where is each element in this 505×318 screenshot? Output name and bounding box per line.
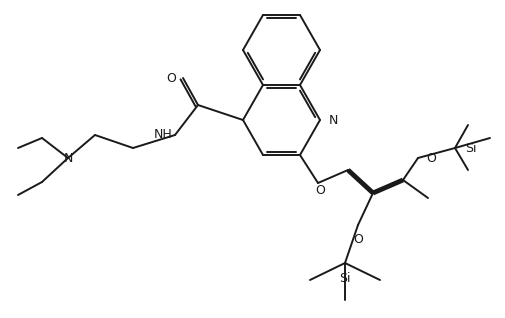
Text: Si: Si bbox=[339, 272, 351, 285]
Text: O: O bbox=[166, 72, 176, 85]
Text: Si: Si bbox=[465, 142, 477, 155]
Text: O: O bbox=[315, 184, 325, 197]
Text: NH: NH bbox=[154, 128, 172, 142]
Text: N: N bbox=[329, 114, 338, 127]
Text: N: N bbox=[63, 151, 73, 164]
Text: O: O bbox=[353, 233, 363, 246]
Text: O: O bbox=[426, 151, 436, 164]
